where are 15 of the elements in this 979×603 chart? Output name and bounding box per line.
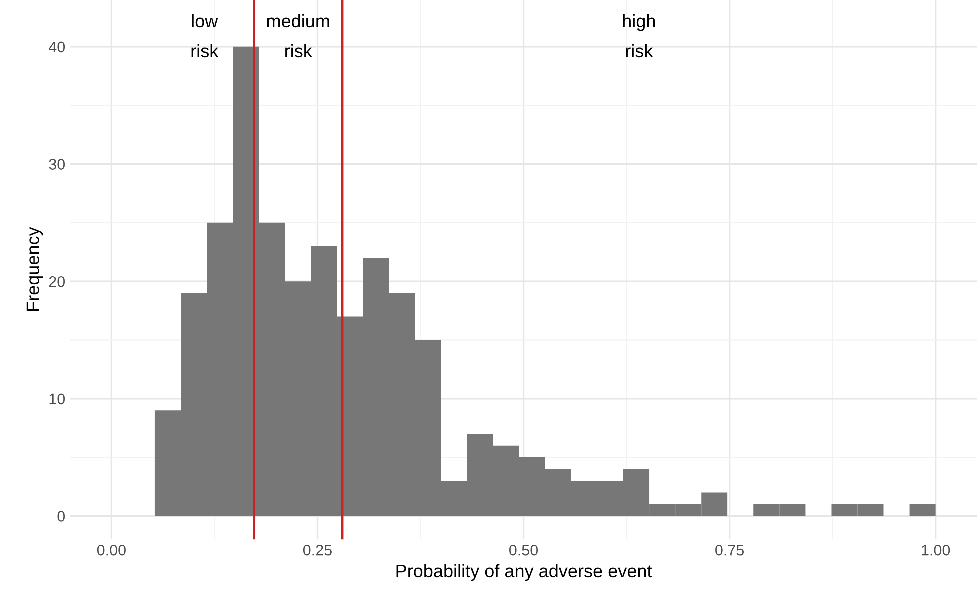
y-tick-label: 30 xyxy=(49,159,66,170)
x-tick-label: 0.50 xyxy=(509,544,538,556)
x-axis-title: Probability of any adverse event xyxy=(396,564,652,582)
annotation: medium risk xyxy=(267,14,330,58)
x-tick-label: 1.00 xyxy=(922,544,950,556)
y-tick-label: 20 xyxy=(49,276,66,288)
y-tick-label: 10 xyxy=(50,394,66,405)
x-tick-label: 0.25 xyxy=(303,544,332,556)
annotation: high risk xyxy=(623,14,656,58)
annotation: low risk xyxy=(192,14,219,58)
y-tick-label: 0 xyxy=(58,511,66,522)
y-tick-label: 40 xyxy=(48,42,66,53)
y-axis-title: Frequency xyxy=(26,227,44,312)
x-tick-label: 0.00 xyxy=(97,544,126,556)
x-tick-label: 0.75 xyxy=(716,544,744,556)
